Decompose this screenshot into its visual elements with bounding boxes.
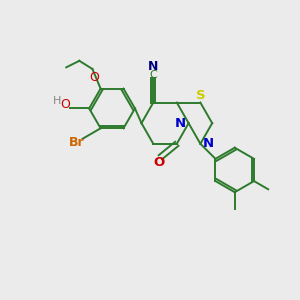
Text: H: H xyxy=(53,96,61,106)
Text: O: O xyxy=(153,156,164,169)
Text: S: S xyxy=(196,89,205,102)
Text: O: O xyxy=(61,98,70,111)
Text: C: C xyxy=(149,70,157,80)
Text: Br: Br xyxy=(69,136,85,148)
Text: O: O xyxy=(89,71,99,84)
Text: N: N xyxy=(175,117,186,130)
Text: N: N xyxy=(203,137,214,150)
Text: N: N xyxy=(148,60,158,73)
